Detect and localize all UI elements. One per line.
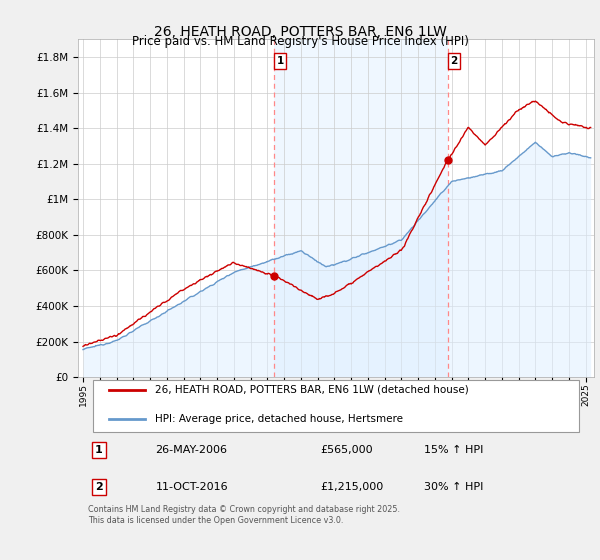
Text: £1,215,000: £1,215,000 (320, 482, 384, 492)
FancyBboxPatch shape (94, 380, 578, 432)
Text: 26, HEATH ROAD, POTTERS BAR, EN6 1LW (detached house): 26, HEATH ROAD, POTTERS BAR, EN6 1LW (de… (155, 385, 469, 395)
Text: Price paid vs. HM Land Registry's House Price Index (HPI): Price paid vs. HM Land Registry's House … (131, 35, 469, 48)
Text: 26-MAY-2006: 26-MAY-2006 (155, 445, 227, 455)
Text: 1: 1 (95, 445, 103, 455)
Text: 26, HEATH ROAD, POTTERS BAR, EN6 1LW: 26, HEATH ROAD, POTTERS BAR, EN6 1LW (154, 25, 446, 39)
Text: 30% ↑ HPI: 30% ↑ HPI (424, 482, 483, 492)
Text: Contains HM Land Registry data © Crown copyright and database right 2025.
This d: Contains HM Land Registry data © Crown c… (88, 506, 400, 525)
Text: HPI: Average price, detached house, Hertsmere: HPI: Average price, detached house, Hert… (155, 414, 403, 424)
Bar (274, 39, 448, 377)
Text: 2: 2 (95, 482, 103, 492)
Text: 2: 2 (451, 56, 458, 66)
Text: 15% ↑ HPI: 15% ↑ HPI (424, 445, 483, 455)
Text: £565,000: £565,000 (320, 445, 373, 455)
Text: 1: 1 (277, 56, 284, 66)
Text: 11-OCT-2016: 11-OCT-2016 (155, 482, 228, 492)
